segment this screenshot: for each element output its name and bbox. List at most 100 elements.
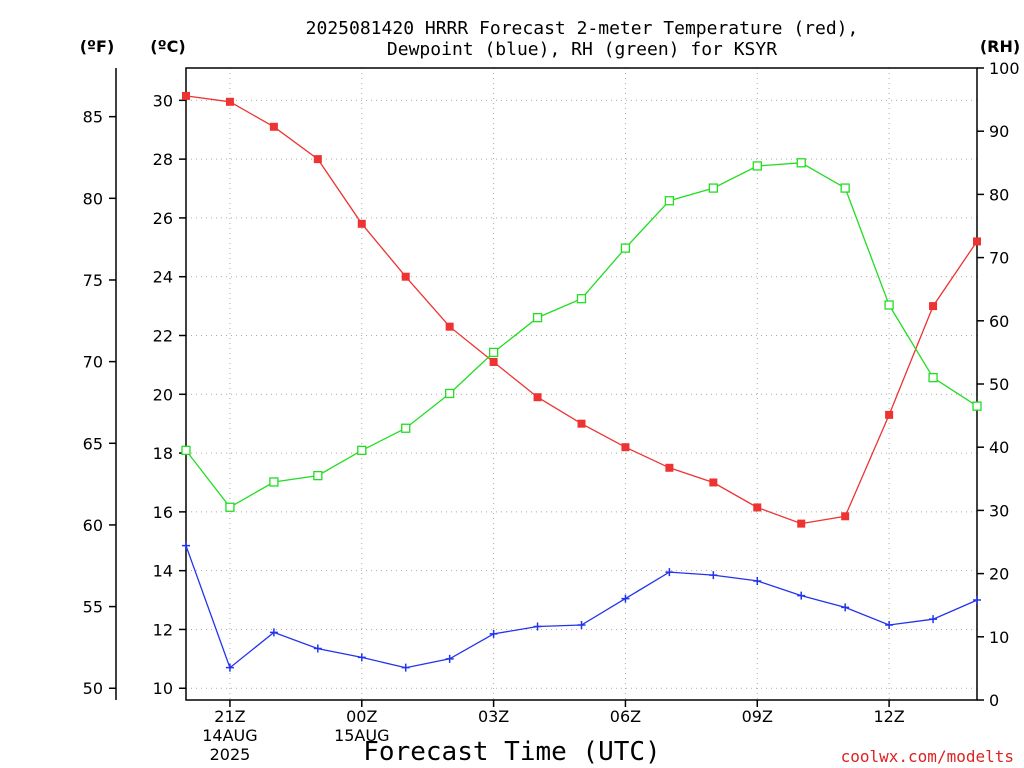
dewpoint-point bbox=[929, 615, 938, 624]
x-tick-label: 09Z bbox=[742, 707, 773, 726]
rh-point bbox=[576, 294, 587, 304]
rh-point bbox=[620, 243, 631, 253]
temperature-point bbox=[225, 97, 234, 106]
rh-point bbox=[357, 445, 367, 456]
x-tick-label: 06Z bbox=[610, 707, 641, 726]
temperature-point bbox=[621, 443, 630, 452]
axes: 10 12 14 16 18 20 22 24 26 28 30 50 55 60 65 70 75 80 85 0 1… bbox=[83, 59, 1020, 764]
rh-tick-label: 20 bbox=[989, 565, 1009, 584]
celsius-tick-label: 20 bbox=[153, 385, 173, 404]
temperature-point bbox=[182, 91, 190, 100]
fahrenheit-tick-label: 80 bbox=[83, 189, 103, 208]
temperature-point bbox=[841, 512, 850, 521]
dewpoint-point bbox=[577, 621, 586, 630]
rh-tick-label: 0 bbox=[989, 691, 999, 710]
temperature-point bbox=[797, 519, 806, 528]
dewpoint-point bbox=[797, 591, 806, 600]
temperature-point bbox=[445, 322, 454, 331]
rh-point bbox=[445, 388, 455, 399]
rh-point bbox=[840, 183, 850, 193]
temperature-line bbox=[185, 95, 978, 525]
celsius-tick-label: 14 bbox=[153, 562, 173, 581]
temperature-point bbox=[533, 393, 542, 402]
temperature-point bbox=[929, 302, 938, 311]
rh-unit-label: (RH) bbox=[980, 37, 1020, 56]
dewpoint-point bbox=[269, 628, 278, 637]
dewpoint-point bbox=[401, 663, 410, 672]
fahrenheit-tick-label: 65 bbox=[83, 434, 103, 453]
temperature-point bbox=[665, 463, 674, 472]
celsius-tick-label: 12 bbox=[153, 620, 173, 639]
rh-point bbox=[796, 158, 806, 168]
dewpoint-point bbox=[313, 644, 322, 653]
rh-tick-label: 100 bbox=[989, 59, 1020, 78]
fahrenheit-unit-label: (ºF) bbox=[80, 37, 115, 56]
fahrenheit-tick-label: 75 bbox=[83, 271, 103, 290]
x-tick-label: 12Z bbox=[873, 707, 904, 726]
watermark: coolwx.com/modelts bbox=[841, 747, 1014, 766]
dewpoint-point bbox=[709, 571, 718, 580]
chart-subtitle: Dewpoint (blue), RH (green) for KSYR bbox=[387, 39, 777, 60]
rh-point bbox=[401, 423, 411, 433]
celsius-tick-label: 24 bbox=[153, 268, 173, 287]
celsius-tick-label: 16 bbox=[153, 503, 173, 522]
fahrenheit-tick-label: 70 bbox=[83, 353, 103, 372]
rh-point bbox=[313, 470, 323, 481]
fahrenheit-tick-label: 60 bbox=[83, 516, 103, 535]
series-dewpoint bbox=[182, 541, 981, 672]
fahrenheit-tick-label: 55 bbox=[83, 598, 103, 617]
x-tick-label: 03Z bbox=[478, 707, 509, 726]
temperature-point bbox=[489, 357, 498, 366]
temperature-point bbox=[885, 410, 894, 419]
temperature-point bbox=[709, 478, 718, 487]
dewpoint-point bbox=[225, 663, 234, 672]
plot-frame bbox=[185, 67, 978, 701]
rh-tick-label: 40 bbox=[989, 438, 1009, 457]
rh-point bbox=[181, 445, 191, 456]
dewpoint-point bbox=[753, 576, 762, 585]
rh-tick-label: 80 bbox=[989, 185, 1009, 204]
temperature-point bbox=[577, 419, 586, 428]
fahrenheit-tick-label: 50 bbox=[83, 679, 103, 698]
rh-point bbox=[972, 401, 982, 411]
celsius-tick-label: 18 bbox=[153, 444, 173, 463]
dewpoint-point bbox=[665, 568, 674, 577]
rh-point bbox=[884, 300, 894, 310]
dewpoint-point bbox=[621, 594, 630, 603]
rh-point bbox=[225, 502, 235, 512]
rh-tick-label: 70 bbox=[989, 249, 1009, 268]
dewpoint-point bbox=[489, 629, 498, 638]
dewpoint-point bbox=[885, 621, 894, 630]
rh-tick-label: 60 bbox=[989, 312, 1009, 331]
rh-tick-label: 50 bbox=[989, 375, 1009, 394]
fahrenheit-tick-label: 85 bbox=[83, 108, 103, 127]
dewpoint-point bbox=[357, 653, 366, 662]
series bbox=[181, 91, 982, 672]
dewpoint-line bbox=[185, 545, 978, 669]
x-tick-label: 00Z bbox=[346, 707, 377, 726]
x-axis-label: Forecast Time (UTC) bbox=[363, 737, 660, 767]
rh-tick-label: 90 bbox=[989, 122, 1009, 141]
dewpoint-point bbox=[841, 603, 850, 612]
rh-tick-label: 10 bbox=[989, 628, 1009, 647]
dewpoint-point bbox=[533, 622, 542, 631]
dewpoint-point bbox=[445, 654, 454, 663]
grid bbox=[186, 68, 977, 700]
series-rh bbox=[181, 158, 982, 512]
dewpoint-point bbox=[973, 596, 981, 605]
rh-point bbox=[708, 183, 718, 193]
celsius-tick-label: 22 bbox=[153, 326, 173, 345]
temperature-point bbox=[401, 272, 410, 281]
series-temperature bbox=[182, 91, 981, 528]
dewpoint-point bbox=[182, 541, 190, 550]
rh-point bbox=[752, 161, 762, 171]
chart-title: 2025081420 HRRR Forecast 2-meter Tempera… bbox=[306, 18, 859, 39]
celsius-unit-label: (ºC) bbox=[150, 37, 185, 56]
x-tick-year-label: 2025 bbox=[210, 745, 251, 764]
rh-point bbox=[532, 312, 543, 323]
celsius-tick-label: 10 bbox=[153, 679, 173, 698]
rh-point bbox=[488, 347, 499, 358]
celsius-tick-label: 26 bbox=[153, 209, 173, 228]
celsius-tick-label: 30 bbox=[153, 91, 173, 110]
